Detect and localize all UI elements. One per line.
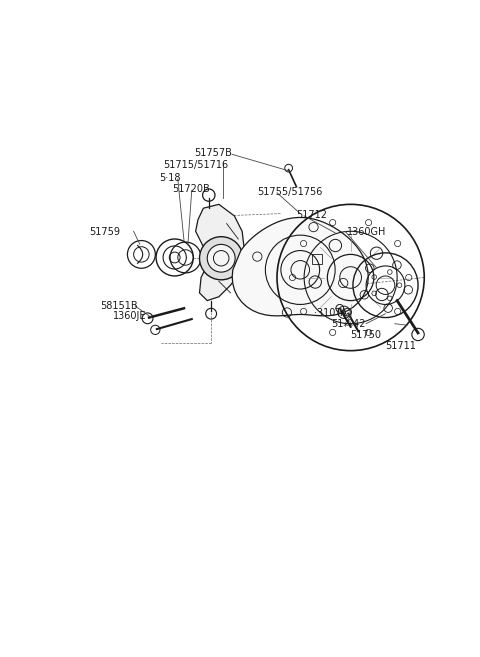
- Polygon shape: [232, 217, 368, 316]
- Text: 51711: 51711: [385, 340, 417, 351]
- Circle shape: [207, 244, 235, 272]
- Polygon shape: [196, 204, 244, 301]
- Text: 51⁂42: 51⁂42: [331, 319, 366, 329]
- Text: 51759: 51759: [89, 227, 120, 237]
- Text: 51712: 51712: [296, 210, 327, 219]
- Text: 1360JE: 1360JE: [113, 311, 146, 321]
- Text: 51720B: 51720B: [172, 183, 210, 194]
- Text: ·310TA: ·310TA: [314, 308, 348, 318]
- Text: 58151B: 58151B: [100, 301, 138, 311]
- Text: 51757B: 51757B: [194, 148, 232, 158]
- Text: 51750: 51750: [350, 330, 382, 340]
- Text: 1360GH: 1360GH: [347, 227, 386, 237]
- Text: 51715/51716: 51715/51716: [163, 160, 228, 170]
- Text: 51755/51756: 51755/51756: [258, 187, 323, 196]
- Circle shape: [200, 237, 243, 280]
- Text: 5·18: 5·18: [159, 173, 180, 183]
